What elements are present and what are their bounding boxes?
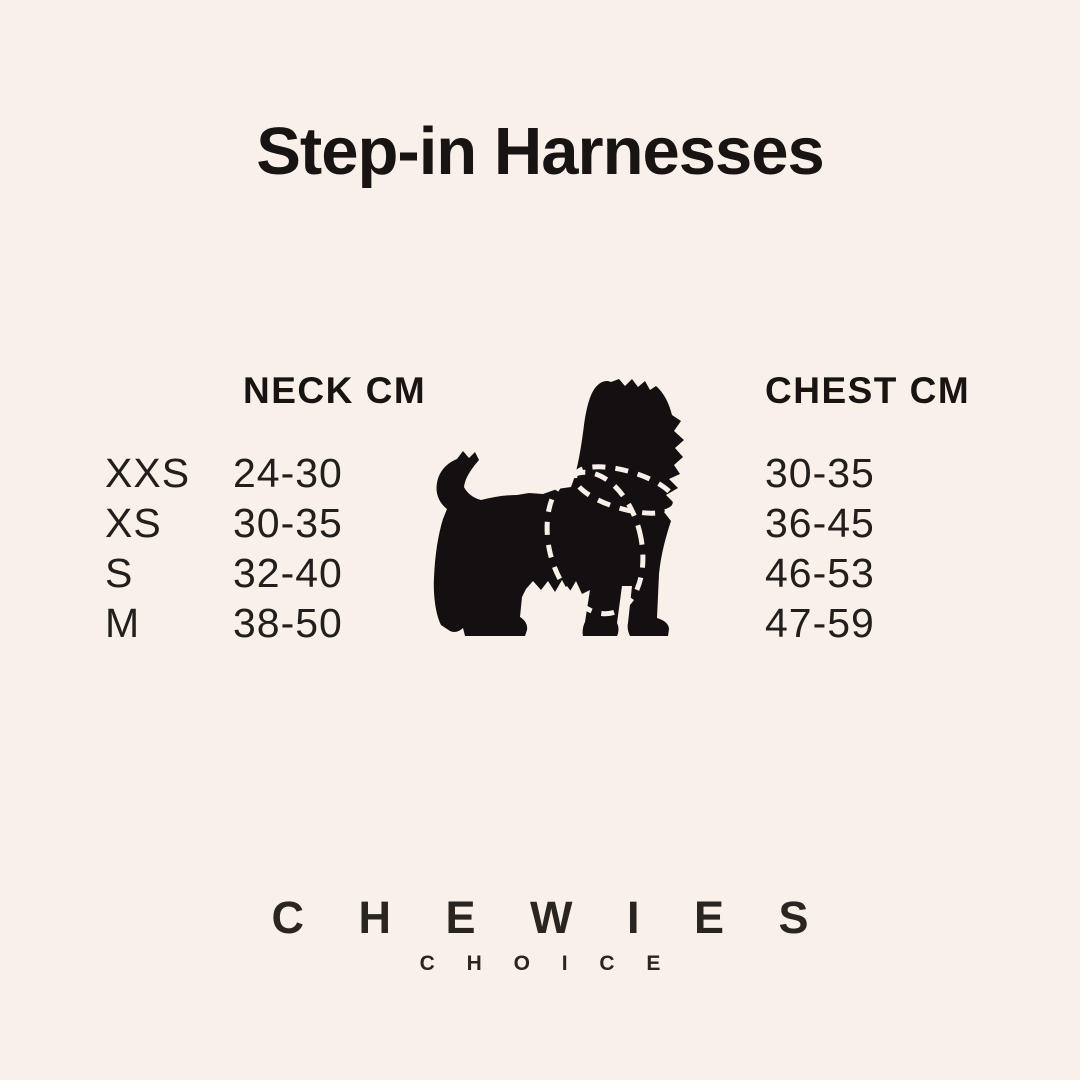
brand-tagline: C H O I C E: [419, 952, 674, 975]
neck-value-xxs: 24-30: [233, 450, 343, 496]
chest-measure-dashed-line: [544, 469, 646, 617]
size-label-m: M: [105, 600, 141, 646]
neck-value-xs: 30-35: [233, 500, 343, 546]
chest-value-xs: 36-45: [765, 500, 875, 546]
brand-name: C H E W I E S: [271, 892, 830, 943]
brand-logo: C H E W I E S C H O I C E: [0, 895, 1080, 974]
page-title: Step-in Harnesses: [256, 114, 825, 189]
chest-column-header: CHEST CM: [765, 370, 971, 411]
dog-silhouette-icon: [433, 379, 684, 636]
chest-value-s: 46-53: [765, 550, 875, 596]
neck-value-s: 32-40: [233, 550, 343, 596]
neck-column-header: NECK CM: [243, 370, 427, 411]
dog-body-shape: [433, 379, 684, 636]
chest-value-xxs: 30-35: [765, 450, 875, 496]
neck-value-m: 38-50: [233, 600, 343, 646]
size-label-s: S: [105, 550, 134, 596]
chest-value-m: 47-59: [765, 600, 875, 646]
size-label-xxs: XXS: [105, 450, 191, 496]
size-label-xs: XS: [105, 500, 162, 546]
